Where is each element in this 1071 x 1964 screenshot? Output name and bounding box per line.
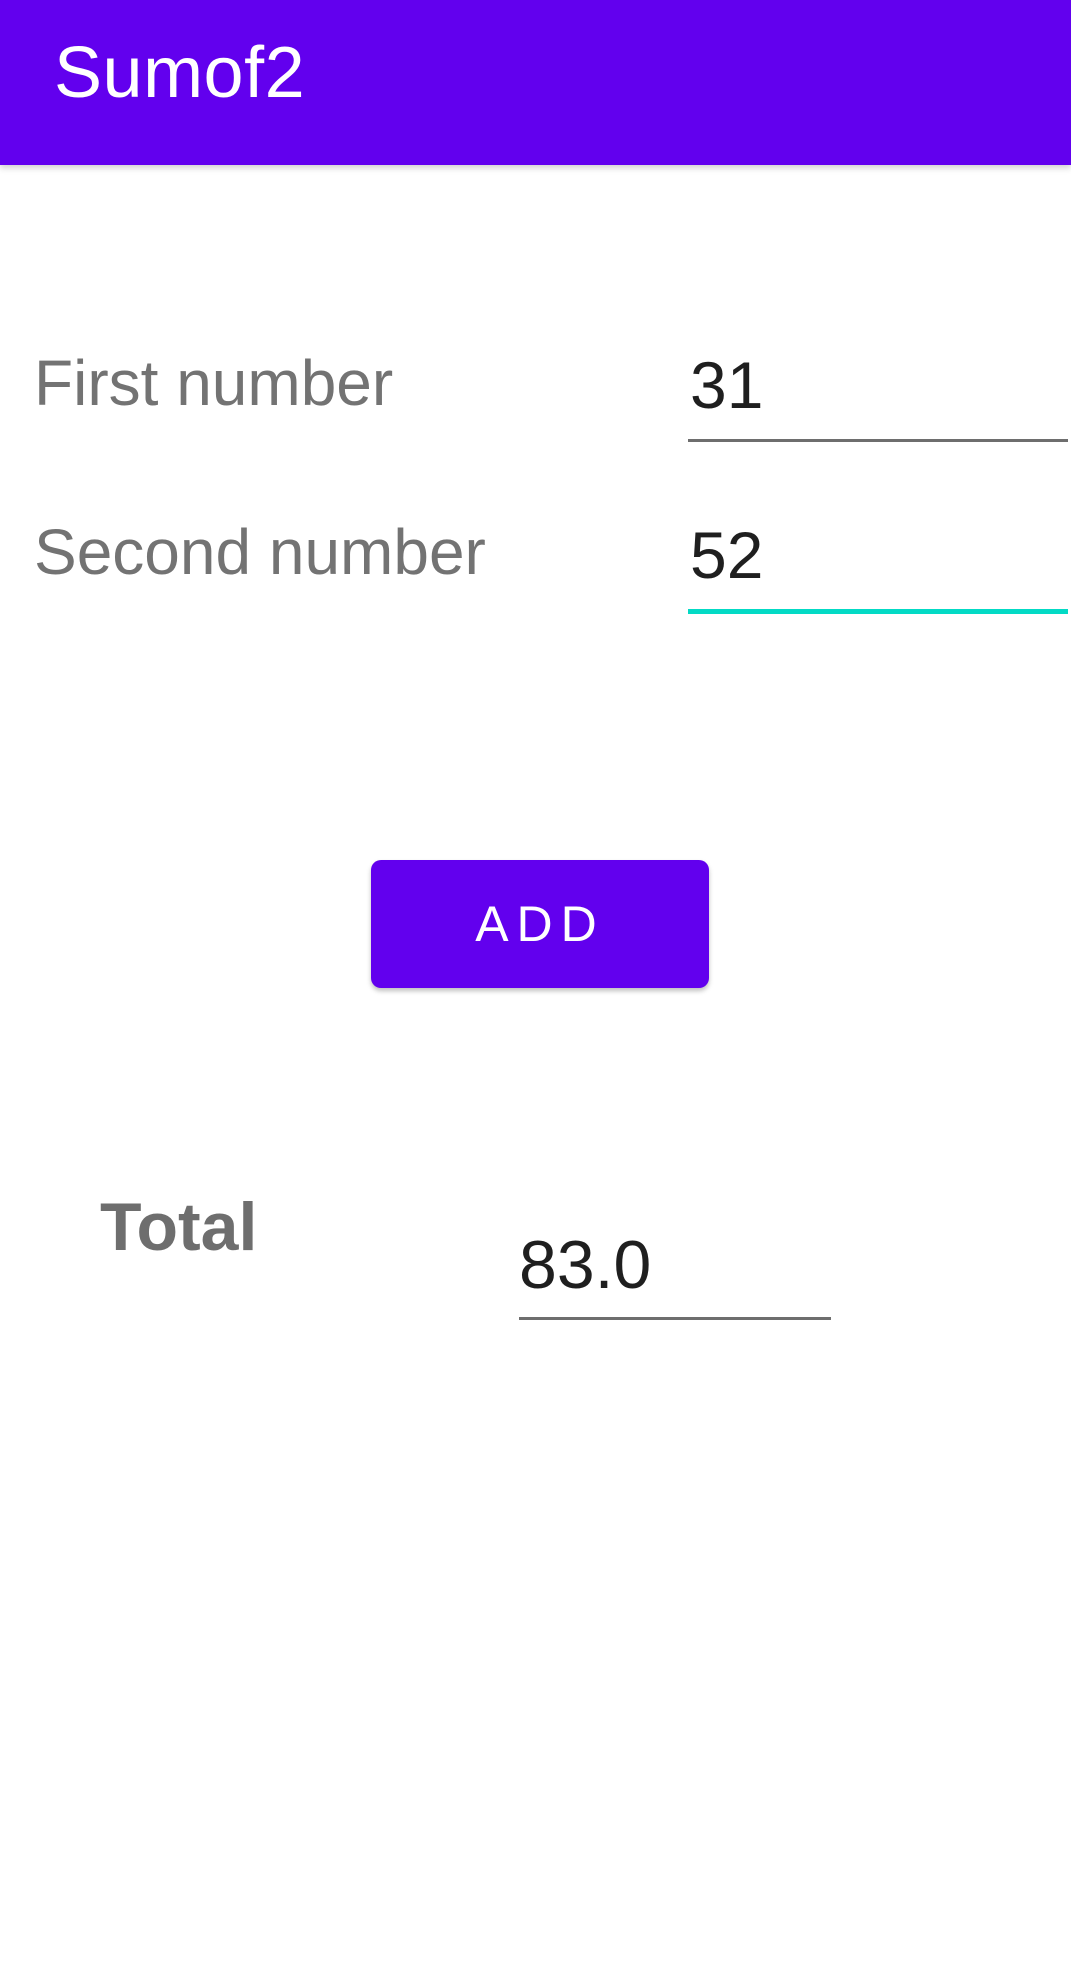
second-number-value[interactable]: 52 <box>690 518 764 592</box>
first-number-underline <box>688 439 1068 442</box>
add-button-label: ADD <box>475 896 605 952</box>
second-number-label: Second number <box>34 516 486 588</box>
second-number-underline-focused <box>688 609 1068 614</box>
total-underline <box>519 1317 831 1320</box>
app-bar: Sumof2 <box>0 0 1071 165</box>
total-field[interactable]: 83.0 <box>519 1220 831 1320</box>
add-button[interactable]: ADD <box>371 860 709 988</box>
first-number-label: First number <box>34 347 394 419</box>
first-number-field[interactable]: 31 <box>688 340 1068 442</box>
app-title: Sumof2 <box>54 33 306 113</box>
second-number-field[interactable]: 52 <box>688 510 1068 614</box>
total-value[interactable]: 83.0 <box>519 1227 652 1303</box>
first-number-value[interactable]: 31 <box>690 348 764 422</box>
total-label: Total <box>100 1189 258 1265</box>
